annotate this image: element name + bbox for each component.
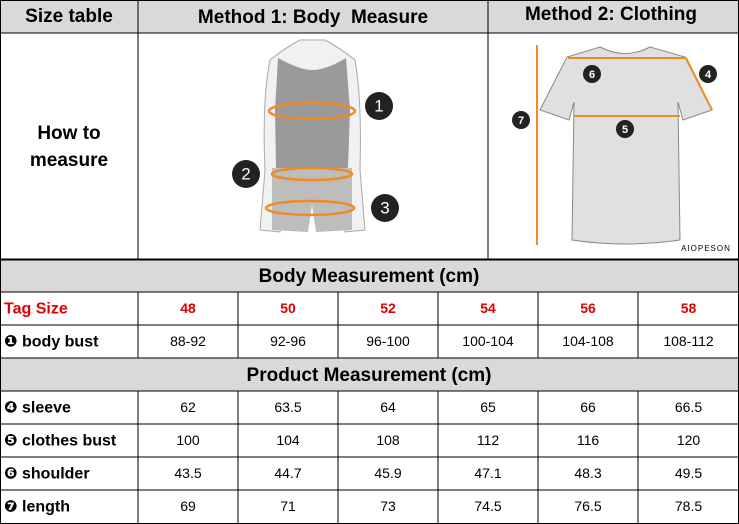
cell-value: 69 (180, 498, 196, 514)
cell-value: 116 (577, 432, 600, 448)
marker: 1 (374, 96, 383, 115)
row-label: ❶ body bust (4, 334, 99, 351)
row-label: Tag Size (4, 301, 68, 318)
marker: 5 (622, 124, 628, 136)
cell-value: 96-100 (366, 333, 410, 349)
header-cell: Size table (25, 6, 113, 27)
marker: 2 (241, 164, 250, 183)
cell-value: 78.5 (675, 498, 702, 514)
cell-value: 88-92 (170, 333, 206, 349)
clothing-figure: 6 4 7 5 AIOPESON (512, 45, 731, 253)
marker: 3 (380, 198, 389, 217)
section-bg (0, 358, 739, 391)
cell-value: 58 (681, 300, 697, 316)
cell-value: 112 (477, 432, 500, 448)
cell-value: 120 (677, 432, 701, 448)
cell-value: 52 (380, 300, 396, 316)
cell-value: 108-112 (663, 333, 714, 349)
marker: 7 (518, 115, 524, 127)
cell-value: 43.5 (174, 465, 201, 481)
cell-value: 100-104 (462, 333, 514, 349)
row-label: ❼ length (4, 499, 70, 516)
body-figure: 1 2 3 (232, 39, 399, 233)
cell-value: 44.7 (274, 465, 301, 481)
cell-value: 104-108 (562, 333, 614, 349)
row-header: How to measure (30, 123, 108, 171)
cell-value: 76.5 (574, 498, 601, 514)
brand: AIOPESON (681, 244, 731, 253)
cell-value: 92-96 (270, 333, 306, 349)
cell-value: 47.1 (474, 465, 501, 481)
cell-value: 100 (176, 432, 200, 448)
cell-value: 48.3 (574, 465, 601, 481)
cell-value: 64 (380, 399, 396, 415)
cell-value: 74.5 (474, 498, 501, 514)
cell-value: 66.5 (675, 399, 702, 415)
cell-value: 48 (180, 300, 196, 316)
cell-value: 54 (480, 300, 496, 316)
marker: 6 (589, 69, 595, 81)
row-label: ❹ sleeve (4, 400, 71, 417)
cell-value: 56 (580, 300, 596, 316)
section-bg (0, 260, 739, 292)
header-bg (0, 0, 739, 33)
cell-value: 49.5 (675, 465, 702, 481)
cell-value: 62 (180, 399, 196, 415)
cell-value: 63.5 (274, 399, 301, 415)
marker: 4 (705, 69, 712, 81)
cell-value: 108 (376, 432, 400, 448)
cell-value: 73 (380, 498, 396, 514)
cell-value: 45.9 (374, 465, 401, 481)
header-cell: Method 1: Body Measure (198, 7, 428, 28)
cell-value: 71 (280, 498, 296, 514)
cell-value: 66 (580, 399, 596, 415)
row-label: ❺ clothes bust (4, 433, 117, 450)
cell-value: 50 (280, 300, 296, 316)
section-title: Body Measurement (cm) (259, 266, 480, 287)
row-label: ❻ shoulder (4, 466, 90, 483)
header-cell: Method 2: Clothing (525, 4, 697, 25)
cell-value: 65 (480, 399, 496, 415)
cell-value: 104 (276, 432, 300, 448)
section-title: Product Measurement (cm) (247, 365, 492, 386)
